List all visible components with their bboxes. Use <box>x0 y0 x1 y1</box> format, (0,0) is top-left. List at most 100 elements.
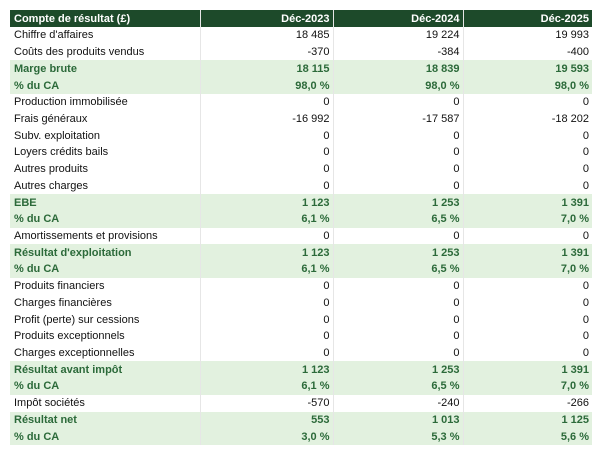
value-cell: 0 <box>462 327 592 345</box>
value-cell: 3,0 % <box>199 428 333 445</box>
row-label: % du CA <box>10 210 200 228</box>
data-row: Frais généraux -16 992 -17 587 -18 202 <box>10 110 592 128</box>
summary-row: Marge brute 18 115 18 839 19 593 <box>10 60 592 78</box>
value-cell: 0 <box>332 144 463 161</box>
value-cell: 1 391 <box>462 194 592 211</box>
summary-row: Résultat net 553 1 013 1 125 <box>10 411 592 429</box>
value-cell: 1 125 <box>462 411 592 429</box>
value-cell: 98,0 % <box>332 77 463 94</box>
summary-row: Résultat avant impôt 1 123 1 253 1 391 <box>10 361 592 379</box>
table-head: Compte de résultat (£) Déc-2023 Déc-2024 Dé… <box>10 10 592 27</box>
value-cell: 0 <box>199 177 333 195</box>
value-cell: -570 <box>199 394 333 412</box>
value-cell: 5,3 % <box>332 428 463 445</box>
value-cell: 0 <box>199 294 333 312</box>
column-header: Déc-2025 <box>462 10 592 27</box>
value-cell: 19 593 <box>462 60 592 78</box>
value-cell: -17 587 <box>332 110 463 128</box>
data-row: Produits financiers 0 0 0 <box>10 277 592 295</box>
value-cell: -384 <box>332 43 463 61</box>
summary-row: Résultat d'exploitation 1 123 1 253 1 391 <box>10 244 592 262</box>
value-cell: 7,0 % <box>462 261 592 278</box>
value-cell: 1 253 <box>332 244 463 262</box>
value-cell: 0 <box>332 294 463 312</box>
value-cell: 19 224 <box>332 27 463 44</box>
value-cell: 0 <box>332 177 463 195</box>
row-label: Charges exceptionnelles <box>14 347 135 360</box>
data-row: Charges financières 0 0 0 <box>10 294 592 312</box>
column-header: Déc-2024 <box>332 10 463 27</box>
row-label: Frais généraux <box>14 112 88 125</box>
row-label: % du CA <box>10 261 200 278</box>
summary-row: % du CA 6,1 % 6,5 % 7,0 % <box>10 210 592 228</box>
value-cell: 1 391 <box>462 244 592 262</box>
row-label: EBE <box>10 194 200 211</box>
value-cell: 0 <box>462 144 592 161</box>
summary-row: % du CA 6,1 % 6,5 % 7,0 % <box>10 378 592 395</box>
value-cell: 7,0 % <box>462 210 592 228</box>
value-cell: 6,1 % <box>199 378 333 395</box>
data-row: Subv. exploitation 0 0 0 <box>10 127 592 145</box>
row-label: Loyers crédits bails <box>14 146 109 159</box>
value-cell: 0 <box>199 344 333 362</box>
value-cell: 1 123 <box>199 244 333 262</box>
value-cell: 18 839 <box>332 60 463 78</box>
value-cell: 6,5 % <box>332 261 463 278</box>
value-cell: 6,5 % <box>332 210 463 228</box>
summary-row: % du CA 3,0 % 5,3 % 5,6 % <box>10 428 592 445</box>
value-cell: 1 013 <box>332 411 463 429</box>
summary-row: % du CA 98,0 % 98,0 % 98,0 % <box>10 77 592 94</box>
row-label: Autres produits <box>14 163 88 176</box>
value-cell: 0 <box>332 327 463 345</box>
value-cell: 0 <box>332 127 463 145</box>
value-cell: 1 123 <box>199 194 333 211</box>
value-cell: -370 <box>199 43 333 61</box>
row-label: Résultat d'exploitation <box>10 244 200 262</box>
row-label: % du CA <box>10 428 200 445</box>
row-label: Impôt sociétés <box>14 397 85 410</box>
value-cell: 0 <box>199 93 333 111</box>
row-label: Production immobilisée <box>14 96 128 109</box>
value-cell: 0 <box>332 93 463 111</box>
value-cell: 0 <box>462 294 592 312</box>
data-row: Produits exceptionnels 0 0 0 <box>10 327 592 345</box>
value-cell: 0 <box>332 227 463 245</box>
data-row: Amortissements et provisions 0 0 0 <box>10 227 592 245</box>
value-cell: 0 <box>462 127 592 145</box>
data-row: Coûts des produits vendus -370 -384 -400 <box>10 43 592 61</box>
value-cell: 0 <box>462 344 592 362</box>
value-cell: 1 123 <box>199 361 333 379</box>
row-label: Profit (perte) sur cessions <box>14 313 140 326</box>
data-row: Autres charges 0 0 0 <box>10 177 592 195</box>
value-cell: 98,0 % <box>199 77 333 94</box>
row-label: % du CA <box>10 378 200 395</box>
row-label: Subv. exploitation <box>14 129 101 142</box>
value-cell: 18 115 <box>199 60 333 78</box>
value-cell: 0 <box>199 227 333 245</box>
row-label: Résultat avant impôt <box>10 361 200 379</box>
row-label: Marge brute <box>10 60 200 78</box>
value-cell: 6,5 % <box>332 378 463 395</box>
value-cell: 1 391 <box>462 361 592 379</box>
value-cell: 1 253 <box>332 361 463 379</box>
value-cell: 0 <box>462 311 592 328</box>
value-cell: 553 <box>199 411 333 429</box>
value-cell: 0 <box>199 327 333 345</box>
table-body: Chiffre d'affaires 18 485 19 224 19 993 Coût… <box>10 27 592 445</box>
data-row: Charges exceptionnelles 0 0 0 <box>10 344 592 362</box>
table-title: Compte de résultat (£) <box>10 10 200 27</box>
value-cell: -16 992 <box>199 110 333 128</box>
summary-row: EBE 1 123 1 253 1 391 <box>10 194 592 211</box>
data-row: Production immobilisée 0 0 0 <box>10 93 592 111</box>
row-label: Autres charges <box>14 179 88 192</box>
data-row: Impôt sociétés -570 -240 -266 <box>10 394 592 412</box>
summary-row: % du CA 6,1 % 6,5 % 7,0 % <box>10 261 592 278</box>
row-label: Produits exceptionnels <box>14 330 125 343</box>
value-cell: 0 <box>199 160 333 178</box>
income-statement-table: Compte de résultat (£) Déc-2023 Déc-2024 Dé… <box>10 10 592 445</box>
value-cell: 0 <box>332 160 463 178</box>
value-cell: 18 485 <box>199 27 333 44</box>
value-cell: 0 <box>462 277 592 295</box>
value-cell: 0 <box>462 160 592 178</box>
